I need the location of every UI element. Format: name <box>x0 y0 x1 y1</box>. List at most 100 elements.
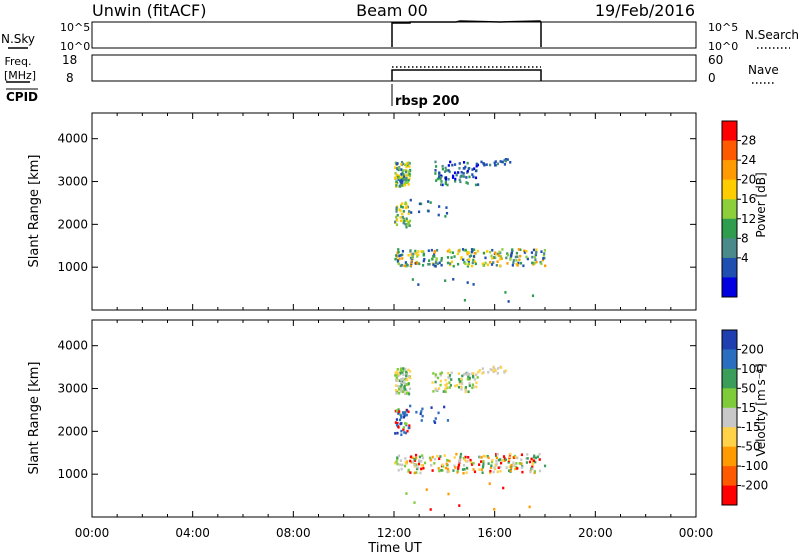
velocity-point <box>398 418 402 422</box>
power-point <box>451 163 454 167</box>
power-point <box>456 252 460 256</box>
power-point <box>462 161 466 164</box>
power-point <box>397 262 400 266</box>
velocity-point <box>531 461 535 465</box>
velocity-point <box>528 460 532 464</box>
power-point <box>405 162 409 165</box>
velocity-point <box>467 456 470 459</box>
velocity-point <box>409 404 412 408</box>
velocity-colorbar-frame <box>721 329 738 506</box>
power-point <box>474 183 478 187</box>
velocity-point <box>466 460 469 463</box>
power-point <box>408 177 411 181</box>
velocity-point <box>407 470 410 473</box>
power-point <box>447 177 450 181</box>
power-point <box>450 260 453 264</box>
power-point <box>404 223 407 226</box>
power-point <box>441 183 444 187</box>
power-point <box>434 160 437 164</box>
power-point <box>439 177 442 181</box>
power-point <box>408 224 411 227</box>
power-point <box>418 202 421 206</box>
velocity-colorbar-segment-6 <box>722 446 737 467</box>
velocity-point <box>468 384 471 388</box>
power-point <box>496 260 499 263</box>
time-tick-label-2: 08:00 <box>276 526 311 540</box>
velocity-point <box>394 432 397 435</box>
velocity-point <box>397 412 400 415</box>
power-point <box>454 177 457 181</box>
power-point <box>395 254 398 257</box>
power-point <box>401 171 404 174</box>
velocity-point <box>494 454 498 458</box>
velocity-point <box>432 372 435 375</box>
power-colorbar-label-0: 28 <box>741 134 756 148</box>
velocity-point <box>423 461 427 465</box>
power-point <box>490 254 493 258</box>
power-point <box>405 203 408 206</box>
power-point <box>400 176 403 179</box>
power-point <box>447 169 450 172</box>
cpid-row: CPID rbsp 200 <box>6 84 459 109</box>
velocity-point <box>397 454 401 458</box>
velocity-point <box>405 392 409 395</box>
velocity-point <box>464 390 467 394</box>
power-point <box>395 173 398 177</box>
velocity-point <box>531 465 534 469</box>
power-point <box>398 176 401 180</box>
power-point <box>472 255 476 258</box>
velocity-point <box>459 452 463 456</box>
velocity-point <box>461 468 465 471</box>
power-point <box>417 283 420 286</box>
power-point <box>530 251 534 254</box>
velocity-point <box>421 456 425 460</box>
velocity-point <box>396 456 399 460</box>
freq-panel: Freq. [MHz] 18 8 60 0 Nave <box>4 53 779 85</box>
velocity-point <box>471 383 474 387</box>
velocity-point <box>468 376 471 380</box>
velocity-colorbar-segment-3 <box>722 388 737 409</box>
power-point <box>506 262 509 265</box>
velocity-point <box>453 464 456 468</box>
power-point <box>404 206 407 210</box>
power-point <box>492 261 495 264</box>
power-point <box>448 170 451 174</box>
power-point <box>472 175 475 179</box>
velocity-colorbar-segment-1 <box>722 349 737 370</box>
velocity-point <box>503 459 506 463</box>
power-point <box>447 164 450 167</box>
velocity-point <box>500 366 503 369</box>
power-point <box>434 169 437 172</box>
power-point <box>400 183 403 187</box>
power-colorbar-segment-4 <box>722 199 737 220</box>
power-point <box>401 179 404 183</box>
velocity-point <box>475 381 478 385</box>
velocity-point <box>468 382 471 385</box>
velocity-point <box>453 456 456 459</box>
velocity-point <box>400 467 403 471</box>
power-point <box>453 171 457 175</box>
velocity-point <box>514 455 517 459</box>
velocity-point <box>431 455 434 459</box>
velocity-point <box>425 488 428 491</box>
velocity-point <box>492 470 495 474</box>
velocity-point <box>460 385 463 389</box>
velocity-point <box>395 378 398 382</box>
time-tick-label-6: 00:00 <box>679 526 714 540</box>
power-point <box>410 259 414 262</box>
power-point <box>409 198 412 202</box>
velocity-point <box>413 501 416 504</box>
power-point <box>466 251 469 255</box>
power-point <box>512 261 515 265</box>
power-point <box>397 248 400 251</box>
velocity-point <box>405 383 408 386</box>
velocity-point <box>520 466 523 469</box>
power-point <box>467 251 471 255</box>
power-colorbar-label-3: 16 <box>741 192 756 206</box>
power-point <box>501 160 504 164</box>
velocity-point <box>471 386 474 390</box>
power-point <box>394 172 397 175</box>
power-point <box>455 173 458 176</box>
power-point <box>405 217 408 221</box>
power-colorbar-label-4: 12 <box>741 212 756 226</box>
